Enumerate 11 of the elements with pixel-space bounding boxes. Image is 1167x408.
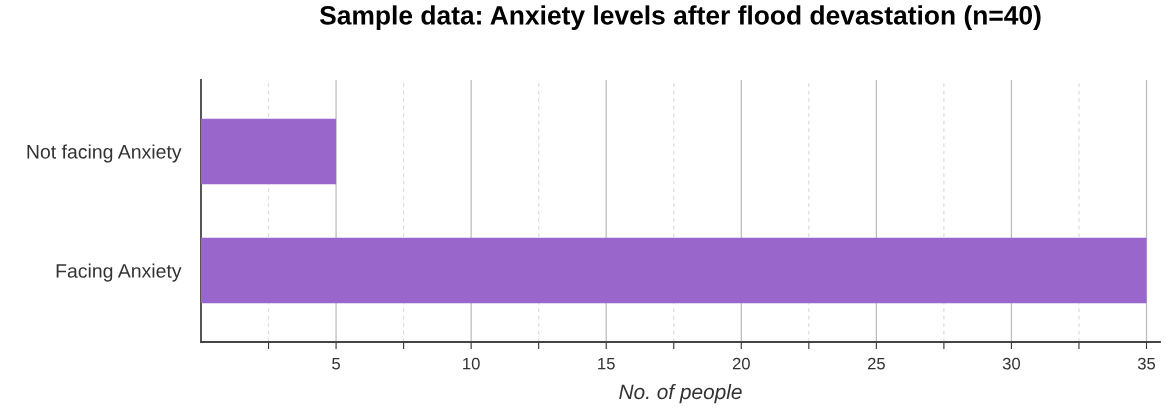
y-tick-label: Not facing Anxiety xyxy=(27,144,182,163)
x-tick-label: 5 xyxy=(332,357,341,370)
chart-title: Sample data: Anxiety levels after flood devastation (n=40) xyxy=(319,5,1041,30)
x-tick-label: 10 xyxy=(463,357,480,370)
x-tick-label: 20 xyxy=(732,357,750,370)
x-tick-label: 15 xyxy=(598,357,615,370)
y-tick-label: Facing Anxiety xyxy=(56,263,182,282)
x-tick-label: 35 xyxy=(1137,357,1156,370)
x-tick-label: 25 xyxy=(867,357,885,370)
x-tick-label: 30 xyxy=(1002,357,1021,370)
x-axis-title: No. of people xyxy=(619,383,742,404)
